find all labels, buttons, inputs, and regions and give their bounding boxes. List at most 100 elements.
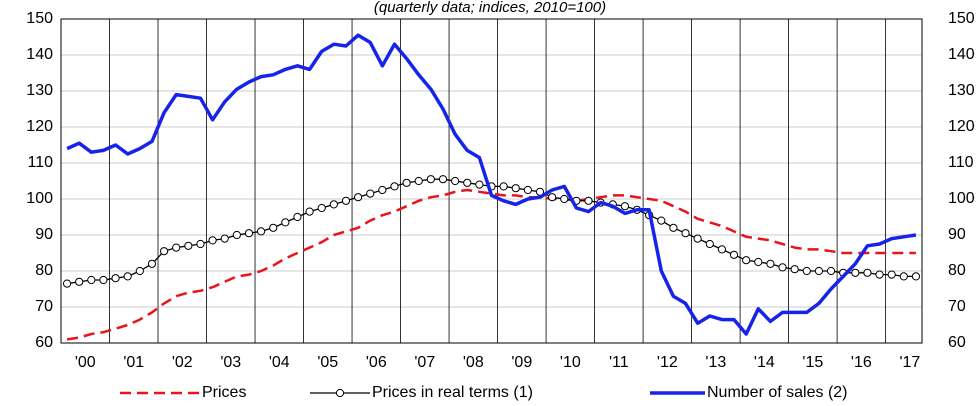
marker: [802, 266, 811, 276]
marker: [729, 250, 739, 259]
y-tick-label: 100: [26, 190, 53, 207]
marker: [911, 272, 921, 281]
marker: [341, 196, 351, 205]
marker: [826, 266, 836, 276]
x-tick-label: '04: [269, 354, 290, 371]
y2-tick-label: 60: [948, 334, 966, 351]
marker: [414, 176, 423, 186]
y2-tick-label: 110: [948, 154, 974, 171]
x-tick-label: '12: [657, 354, 678, 371]
y-tick-label: 60: [35, 334, 53, 351]
marker: [754, 257, 763, 267]
marker: [111, 274, 120, 283]
marker: [742, 256, 751, 265]
y-tick-label: 140: [26, 46, 53, 63]
marker: [681, 229, 690, 238]
marker: [475, 180, 484, 189]
y-tick-label: 150: [26, 10, 53, 27]
marker: [390, 182, 399, 191]
marker: [220, 234, 229, 243]
marker: [62, 279, 72, 288]
y2-tick-label: 140: [948, 46, 975, 63]
x-tick-label: '08: [463, 354, 484, 371]
marker: [523, 185, 532, 195]
marker: [851, 268, 860, 277]
marker: [135, 266, 144, 276]
y2-tick-label: 130: [948, 82, 975, 99]
y2-tick-label: 100: [948, 190, 975, 207]
x-tick-label: '16: [851, 354, 872, 371]
y2-tick-label: 90: [948, 226, 966, 243]
legend-label: Prices in real terms (1): [372, 384, 533, 401]
x-tick-label: '15: [802, 354, 823, 371]
marker: [75, 277, 84, 286]
x-tick-label: '03: [220, 354, 241, 371]
marker: [778, 263, 787, 272]
marker: [256, 227, 266, 236]
marker: [657, 216, 666, 225]
marker: [426, 175, 435, 184]
marker: [317, 203, 326, 213]
x-tick-label: '11: [609, 354, 629, 371]
marker: [269, 223, 278, 232]
x-tick-label: '07: [414, 354, 435, 371]
legend-marker: [335, 388, 345, 398]
marker: [899, 272, 908, 281]
x-tick-label: '01: [123, 354, 144, 371]
marker: [620, 202, 629, 211]
marker: [366, 189, 375, 198]
plot-frame: [60, 18, 923, 344]
marker: [305, 207, 314, 216]
marker: [766, 259, 775, 268]
x-tick-label: '00: [75, 354, 96, 371]
marker: [184, 241, 193, 250]
y-tick-label: 70: [35, 298, 53, 315]
legend-label: Number of sales (2): [707, 384, 848, 401]
marker: [232, 230, 241, 240]
y-tick-label: 110: [27, 154, 53, 171]
marker: [354, 193, 363, 202]
y-tick-label: 120: [26, 118, 53, 135]
y-tick-label: 130: [26, 82, 53, 99]
marker: [814, 266, 824, 276]
marker: [693, 234, 702, 243]
marker: [293, 212, 302, 222]
x-tick-label: '05: [317, 354, 338, 371]
marker: [147, 259, 157, 268]
marker: [378, 185, 387, 195]
x-tick-label: '10: [560, 354, 581, 371]
y2-tick-label: 150: [948, 10, 975, 27]
marker: [123, 272, 132, 281]
marker: [402, 178, 411, 187]
x-tick-label: '14: [754, 354, 775, 371]
x-tick-label: '09: [511, 354, 532, 371]
marker: [511, 184, 520, 193]
marker: [99, 275, 108, 285]
x-tick-label: '13: [705, 354, 726, 371]
marker: [875, 270, 884, 279]
marker: [548, 193, 557, 202]
marker: [669, 223, 678, 232]
x-tick-label: '06: [366, 354, 387, 371]
marker: [705, 239, 714, 249]
marker: [560, 194, 569, 204]
series-line: [66, 33, 917, 336]
marker: [790, 265, 799, 274]
marker: [87, 275, 96, 285]
marker: [438, 175, 448, 184]
marker: [172, 243, 181, 252]
x-tick-label: '17: [899, 354, 920, 371]
marker: [717, 245, 727, 254]
y2-tick-label: 70: [948, 298, 966, 315]
y2-tick-label: 80: [948, 262, 966, 279]
chart-subtitle: (quarterly data; indices, 2010=100): [374, 0, 606, 16]
marker: [584, 196, 593, 205]
marker: [196, 239, 205, 249]
marker: [863, 268, 872, 277]
marker: [159, 247, 169, 256]
marker: [499, 182, 508, 191]
y2-tick-label: 120: [948, 118, 975, 135]
marker: [244, 229, 254, 238]
